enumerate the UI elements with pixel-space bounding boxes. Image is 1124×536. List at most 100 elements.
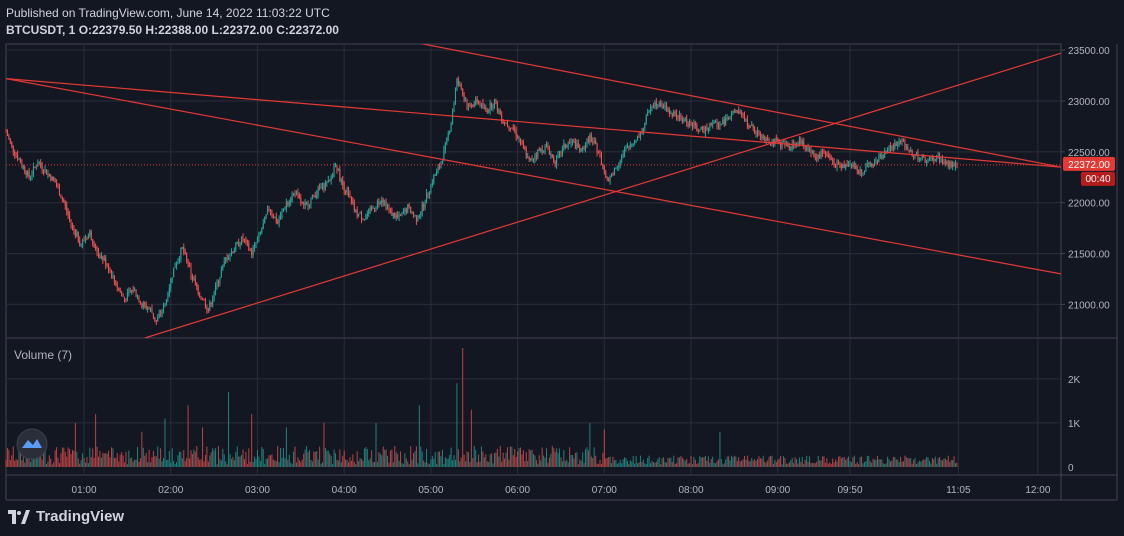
price-tick-label: 21500.00 <box>1068 250 1110 261</box>
trendlines[interactable] <box>6 40 1061 338</box>
candle-body <box>663 105 665 108</box>
candle-body <box>637 135 639 141</box>
candle-body <box>625 148 627 150</box>
volume-bar <box>17 460 19 467</box>
volume-bar <box>295 462 297 467</box>
volume-tick-label: 1K <box>1068 419 1081 430</box>
volume-bar <box>742 459 744 467</box>
candle-body <box>400 214 402 216</box>
volume-bar <box>848 456 850 467</box>
candle-body <box>537 149 539 157</box>
volume-bar <box>829 462 831 467</box>
volume-bar <box>639 455 641 467</box>
volume-bar <box>745 459 747 467</box>
candle-body <box>108 264 110 270</box>
candle-body <box>265 214 267 218</box>
candle-body <box>18 159 20 161</box>
candle-body <box>635 140 637 142</box>
volume-bar <box>176 462 178 467</box>
volume-bar <box>757 458 759 467</box>
candle-body <box>363 219 365 221</box>
candle-body <box>676 112 678 119</box>
volume-bar <box>781 464 783 467</box>
candle-body <box>180 248 182 259</box>
volume-bar <box>379 453 381 467</box>
candle-body <box>258 233 260 239</box>
candle-body <box>268 208 270 210</box>
volume-bar <box>89 447 91 467</box>
candle-body <box>832 159 834 162</box>
volume-bar <box>301 459 303 467</box>
candle-body <box>527 156 529 158</box>
candle-body <box>856 168 858 171</box>
candle-body <box>949 161 951 167</box>
candle-body <box>272 214 274 218</box>
volume-bars <box>5 348 958 467</box>
published-caption: Published on TradingView.com, June 14, 2… <box>6 6 330 20</box>
footer-brand[interactable]: TradingView <box>8 508 124 525</box>
candle-body <box>199 293 201 297</box>
candle-body <box>467 104 469 107</box>
candle-body <box>697 130 699 132</box>
volume-bar <box>392 462 394 467</box>
candle-body <box>414 215 416 217</box>
volume-bar <box>6 448 8 467</box>
candle-body <box>242 237 244 239</box>
volume-bar <box>349 457 351 467</box>
candle-body <box>320 186 322 189</box>
volume-bar <box>855 463 857 467</box>
volume-bar <box>665 462 667 467</box>
volume-bar <box>350 460 352 467</box>
volume-bar <box>213 450 215 467</box>
candle-body <box>219 277 221 283</box>
volume-bar <box>691 464 693 467</box>
candle-body <box>405 208 407 213</box>
candle-body <box>340 180 342 182</box>
volume-bar <box>194 451 196 467</box>
candle-body <box>898 141 900 146</box>
candle-body <box>163 305 165 311</box>
candle-body <box>141 304 143 308</box>
candle-body <box>777 139 779 141</box>
volume-bar <box>482 451 484 467</box>
candle-body <box>833 161 835 166</box>
time-tick-label: 02:00 <box>158 485 183 496</box>
candle-body <box>433 175 435 184</box>
candle-body <box>12 145 14 152</box>
candle-body <box>73 227 75 231</box>
price-tick-label: 21000.00 <box>1068 300 1110 311</box>
volume-bar <box>924 459 926 467</box>
volume-bar <box>173 460 175 467</box>
candle-body <box>554 161 556 166</box>
volume-bar <box>66 456 68 467</box>
candle-body <box>888 146 890 149</box>
candle-body <box>547 144 549 150</box>
candle-body <box>881 154 883 159</box>
volume-bar <box>518 448 520 467</box>
volume-bar <box>785 463 787 467</box>
tradingview-logo-button[interactable] <box>16 428 48 460</box>
volume-bar <box>522 450 524 467</box>
candle-body <box>723 119 725 125</box>
candle-body <box>699 129 701 132</box>
candle-body <box>674 111 676 113</box>
volume-bar <box>189 458 191 467</box>
volume-bar <box>784 458 786 467</box>
volume-bar <box>858 464 860 467</box>
candle-body <box>800 139 802 144</box>
volume-indicator-title[interactable]: Volume (7) <box>14 348 72 362</box>
candle-body <box>492 105 494 108</box>
candle-body <box>876 160 878 162</box>
candle-body <box>560 151 562 154</box>
candle-body <box>148 308 150 310</box>
candle-body <box>717 125 719 127</box>
candle-body <box>684 118 686 121</box>
candle-body <box>239 244 241 247</box>
candle-body <box>137 296 139 298</box>
candle-body <box>284 208 286 210</box>
candle-body <box>145 304 147 309</box>
volume-bar <box>21 459 23 467</box>
candle-body <box>112 275 114 277</box>
volume-bar <box>267 458 269 467</box>
